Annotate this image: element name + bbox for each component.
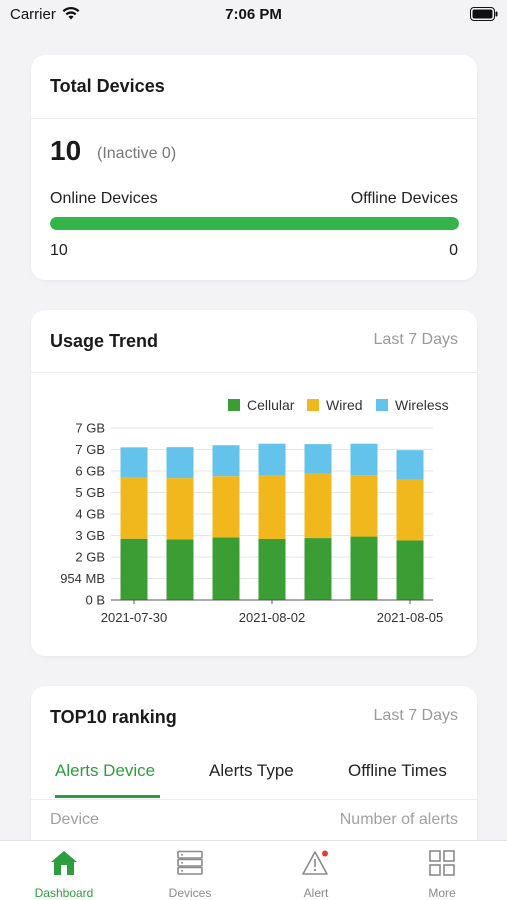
online-progress-fill bbox=[50, 217, 459, 230]
divider bbox=[31, 372, 477, 373]
legend-swatch-wired bbox=[307, 399, 319, 411]
y-tick-label: 6 GB bbox=[75, 464, 105, 479]
bar-segment-wired bbox=[350, 475, 378, 537]
offline-devices-count: 0 bbox=[449, 242, 458, 259]
bar-segment-wireless bbox=[396, 450, 424, 480]
total-devices-title: Total Devices bbox=[50, 76, 165, 96]
bar-segment-cellular bbox=[350, 536, 378, 600]
tabbar-dashboard[interactable]: Dashboard bbox=[1, 841, 127, 900]
online-progress-bar bbox=[50, 217, 459, 230]
bar-segment-cellular bbox=[166, 539, 194, 600]
carrier-label: Carrier bbox=[10, 6, 56, 23]
y-tick-label: 5 GB bbox=[75, 485, 105, 500]
ranking-title: TOP10 ranking bbox=[50, 707, 177, 727]
total-devices-card[interactable]: Total Devices 10 (Inactive 0) Online Dev… bbox=[31, 55, 477, 280]
tab-alerts-device[interactable]: Alerts Device bbox=[55, 761, 156, 780]
bar-segment-wireless bbox=[120, 447, 148, 478]
bar-segment-wireless bbox=[212, 445, 240, 477]
total-devices-count: 10 bbox=[50, 135, 82, 166]
y-tick-label: 954 MB bbox=[60, 571, 105, 586]
column-header-device[interactable]: Device bbox=[50, 811, 99, 828]
legend-label: Wireless bbox=[395, 397, 449, 413]
tabbar-label: More bbox=[428, 886, 456, 900]
status-bar: Carrier 7:06 PM bbox=[0, 0, 507, 30]
active-tab-indicator bbox=[55, 795, 160, 798]
tab-offline-times[interactable]: Offline Times bbox=[348, 761, 447, 780]
y-tick-label: 7 GB bbox=[75, 442, 105, 457]
bar-segment-wired bbox=[396, 479, 424, 541]
offline-devices-label: Offline Devices bbox=[350, 190, 458, 207]
tabbar-label: Dashboard bbox=[34, 886, 94, 900]
y-tick-label: 3 GB bbox=[75, 528, 105, 543]
y-tick-label: 4 GB bbox=[75, 507, 105, 522]
bar-segment-cellular bbox=[396, 540, 424, 600]
bar-segment-wired bbox=[258, 475, 286, 539]
column-header-alerts[interactable]: Number of alerts bbox=[339, 811, 458, 828]
tabbar-label: Devices bbox=[168, 886, 212, 900]
legend-label: Wired bbox=[326, 397, 363, 413]
divider bbox=[31, 118, 477, 119]
alert-icon bbox=[302, 850, 328, 875]
usage-trend-card[interactable]: Usage Trend Last 7 Days 0 B 954 MB 2 GB 3 G… bbox=[31, 310, 477, 656]
battery-icon bbox=[470, 7, 498, 21]
bar-segment-wired bbox=[212, 476, 240, 538]
x-tick-label: 2021-08-02 bbox=[239, 610, 306, 625]
home-icon bbox=[51, 851, 77, 875]
ranking-period[interactable]: Last 7 Days bbox=[373, 707, 458, 724]
wifi-icon bbox=[62, 6, 80, 20]
clock: 7:06 PM bbox=[225, 6, 282, 23]
bar-segment-wireless bbox=[166, 447, 194, 479]
tabbar-more[interactable]: More bbox=[379, 841, 505, 900]
grid-icon bbox=[429, 850, 455, 876]
bar-segment-cellular bbox=[258, 538, 286, 600]
tab-alerts-type[interactable]: Alerts Type bbox=[209, 761, 294, 780]
online-devices-count: 10 bbox=[50, 242, 68, 259]
bar-segment-wired bbox=[166, 478, 194, 540]
x-tick-label: 2021-08-05 bbox=[377, 610, 444, 625]
bottom-tab-bar: Dashboard Devices Alert More bbox=[0, 840, 507, 900]
legend-label: Cellular bbox=[247, 397, 295, 413]
bar-segment-wireless bbox=[258, 443, 286, 476]
bar-segment-cellular bbox=[212, 537, 240, 600]
bar-segment-cellular bbox=[304, 538, 332, 600]
bar-segment-wired bbox=[120, 477, 148, 539]
y-tick-label: 2 GB bbox=[75, 550, 105, 565]
online-devices-label: Online Devices bbox=[50, 190, 158, 207]
legend-swatch-wireless bbox=[376, 399, 388, 411]
y-tick-label: 0 B bbox=[85, 593, 105, 608]
bar-segment-wireless bbox=[304, 444, 332, 474]
tabbar-alert[interactable]: Alert bbox=[253, 841, 379, 900]
divider bbox=[31, 799, 477, 800]
usage-trend-period[interactable]: Last 7 Days bbox=[373, 331, 458, 348]
legend-swatch-cellular bbox=[228, 399, 240, 411]
server-icon bbox=[177, 850, 203, 875]
y-tick-label: 7 GB bbox=[75, 421, 105, 436]
inactive-count: (Inactive 0) bbox=[97, 145, 177, 162]
usage-trend-chart: 0 B 954 MB 2 GB 3 GB 4 GB 5 GB 6 GB 7 GB 7 GB 202… bbox=[60, 397, 449, 625]
x-tick-label: 2021-07-30 bbox=[101, 610, 168, 625]
tabbar-devices[interactable]: Devices bbox=[127, 841, 253, 900]
usage-trend-title: Usage Trend bbox=[50, 331, 159, 351]
tabbar-label: Alert bbox=[303, 886, 329, 900]
bar-segment-wired bbox=[304, 473, 332, 539]
bar-segment-cellular bbox=[120, 538, 148, 600]
bar-segment-wireless bbox=[350, 443, 378, 476]
